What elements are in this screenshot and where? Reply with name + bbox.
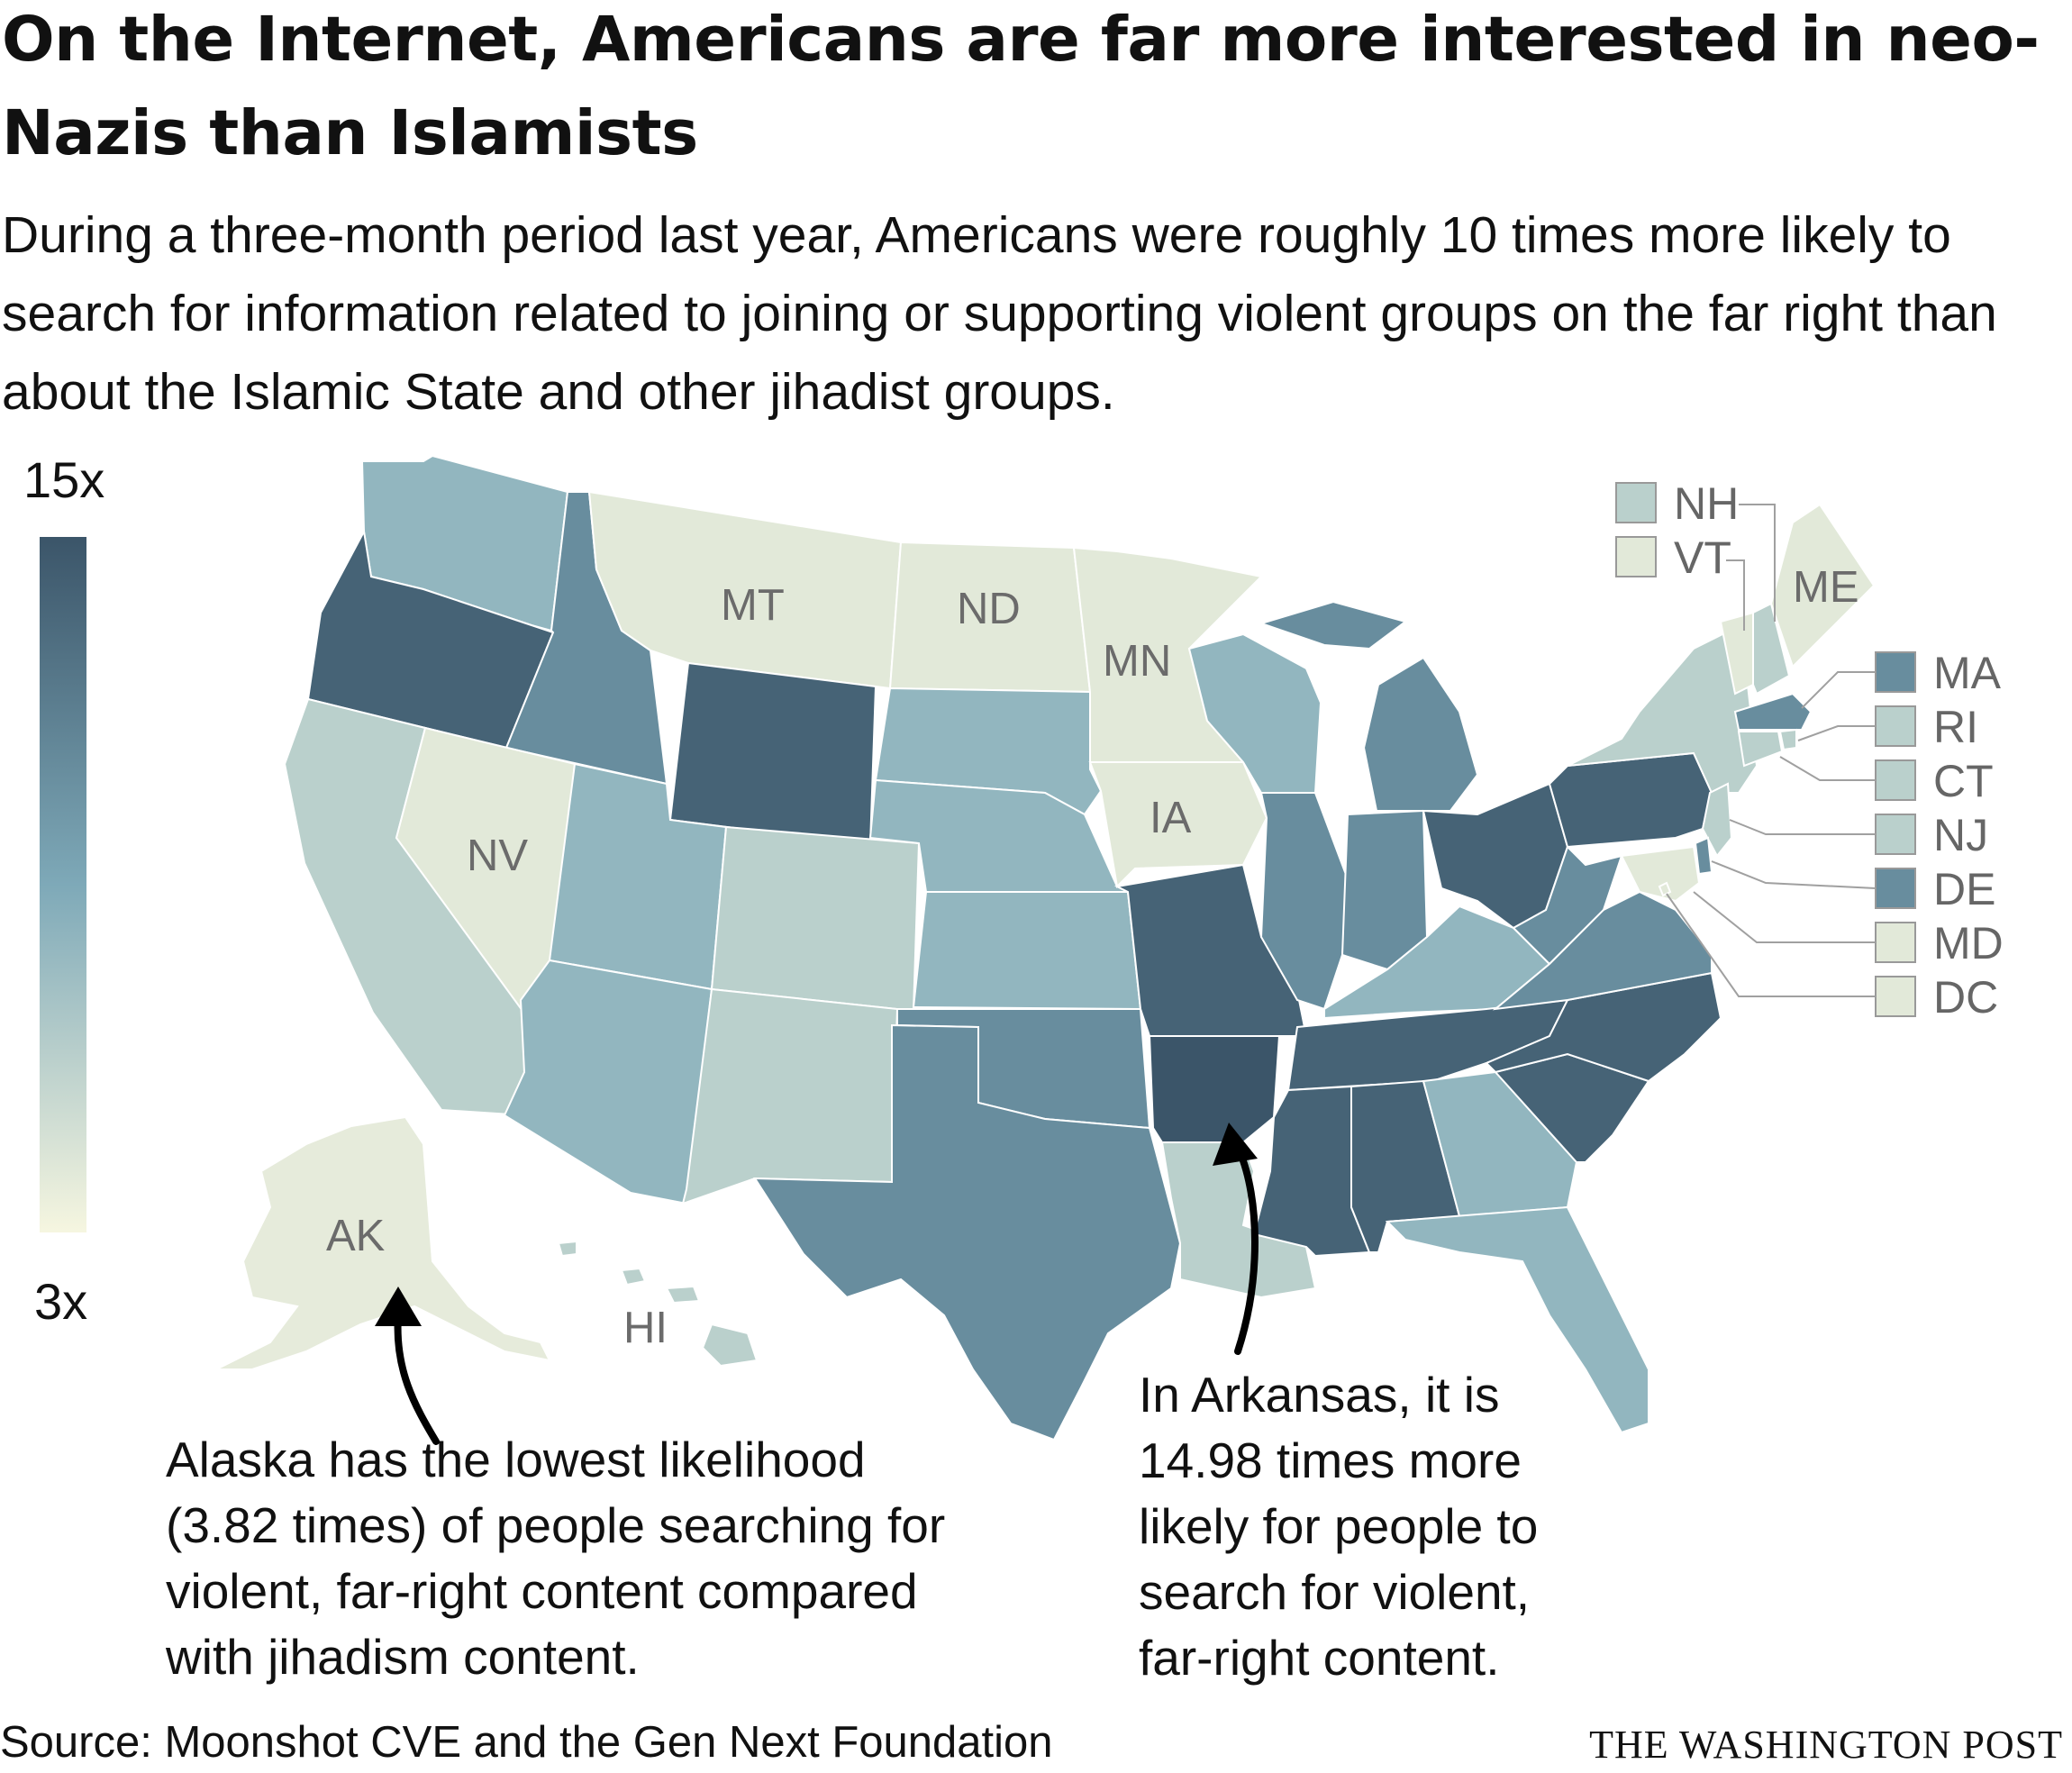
state-TX [753, 1023, 1182, 1441]
key-MA-label: MA [1933, 648, 2002, 698]
arkansas-annotation: In Arkansas, it is 14.98 times more like… [1139, 1367, 1539, 1686]
label-HI: HI [623, 1304, 668, 1352]
state-GA [1422, 1070, 1578, 1218]
key-DE-leader [1711, 860, 1877, 889]
label-MT: MT [721, 581, 785, 630]
arkansas-arrowhead [1213, 1123, 1258, 1166]
state-CO [710, 825, 921, 1013]
alaska-annotation: Alaska has the lowest likelihood (3.82 t… [166, 1432, 946, 1685]
key-DE-swatch [1875, 868, 1916, 909]
key-MA-leader [1801, 671, 1876, 709]
key-CT-label: CT [1933, 756, 1994, 806]
label-ND: ND [957, 585, 1021, 633]
state-AR [1148, 1035, 1281, 1143]
state-IA [1088, 761, 1268, 889]
key-CT-leader [1779, 756, 1876, 781]
state-MI [1258, 600, 1479, 812]
key-RI-label: RI [1933, 702, 1978, 752]
key-DC-swatch [1875, 976, 1916, 1017]
key-DE-label: DE [1933, 864, 1995, 914]
label-NV: NV [467, 832, 528, 880]
state-NC [1485, 971, 1722, 1083]
state-NH [1752, 602, 1791, 696]
key-VT-leader [1726, 559, 1745, 631]
key-CT-swatch [1875, 759, 1916, 801]
key-DC-label: DC [1933, 972, 1998, 1023]
alaska-arrowhead [375, 1287, 422, 1326]
key-NH-swatch [1615, 482, 1657, 523]
key-MA-swatch [1875, 651, 1916, 693]
state-WY [668, 661, 877, 847]
legend-color-ramp [40, 537, 86, 1232]
key-VT-swatch [1615, 536, 1657, 577]
state-IN [1340, 809, 1429, 971]
key-RI-swatch [1875, 705, 1916, 747]
label-ME: ME [1793, 563, 1859, 612]
label-IA: IA [1150, 794, 1192, 842]
key-RI-leader [1797, 725, 1876, 741]
label-AK: AK [326, 1212, 386, 1260]
state-HI [557, 1240, 759, 1368]
state-AK [215, 1115, 551, 1370]
state-NM [681, 987, 899, 1205]
key-NJ-swatch [1875, 814, 1916, 855]
state-KS [912, 891, 1142, 1011]
chart-subtitle: During a three-month period last year, A… [2, 206, 1997, 421]
state-DE [1694, 836, 1713, 876]
key-NJ-leader [1729, 819, 1876, 835]
arkansas-arrow-line [1234, 1148, 1259, 1355]
state-PA [1548, 751, 1713, 849]
state-CT [1737, 731, 1784, 768]
annotation-arrows [375, 1123, 1259, 1445]
state-MD [1620, 845, 1701, 903]
state-AZ [503, 959, 713, 1205]
key-NH-leader [1739, 504, 1776, 622]
key-VT-label: VT [1674, 532, 1731, 583]
state-ME [1769, 503, 1876, 668]
alaska-arrow-line [394, 1312, 440, 1445]
key-MD-label: MD [1933, 918, 2004, 968]
key-DC-leader [1666, 893, 1876, 997]
key-MD-leader [1693, 891, 1876, 943]
key-NJ-label: NJ [1933, 810, 1988, 860]
states [215, 454, 1876, 1441]
key-NH-label: NH [1674, 478, 1739, 529]
legend-min-label: 3x [34, 1273, 87, 1330]
state-MA [1733, 692, 1813, 731]
state-labels: MT ND MN NV IA AK HI ME [326, 563, 1859, 1352]
state-NJ [1701, 782, 1733, 858]
state-RI [1778, 728, 1797, 751]
legend-max-label: 15x [23, 451, 105, 508]
chart-title: On the Internet, Americans are far more … [2, 4, 2040, 169]
state-FL [1385, 1205, 1649, 1434]
state-DC [1658, 881, 1672, 897]
publisher-credit: THE WASHINGTON POST [1589, 1723, 2063, 1767]
label-MN: MN [1103, 637, 1171, 686]
state-LA [1160, 1141, 1317, 1299]
small-state-keys: NH VT MA RI CT NJ DE MD DC [1615, 478, 2004, 1023]
key-MD-swatch [1875, 922, 1916, 963]
source-note: Source: Moonshot CVE and the Gen Next Fo… [0, 1718, 1053, 1767]
